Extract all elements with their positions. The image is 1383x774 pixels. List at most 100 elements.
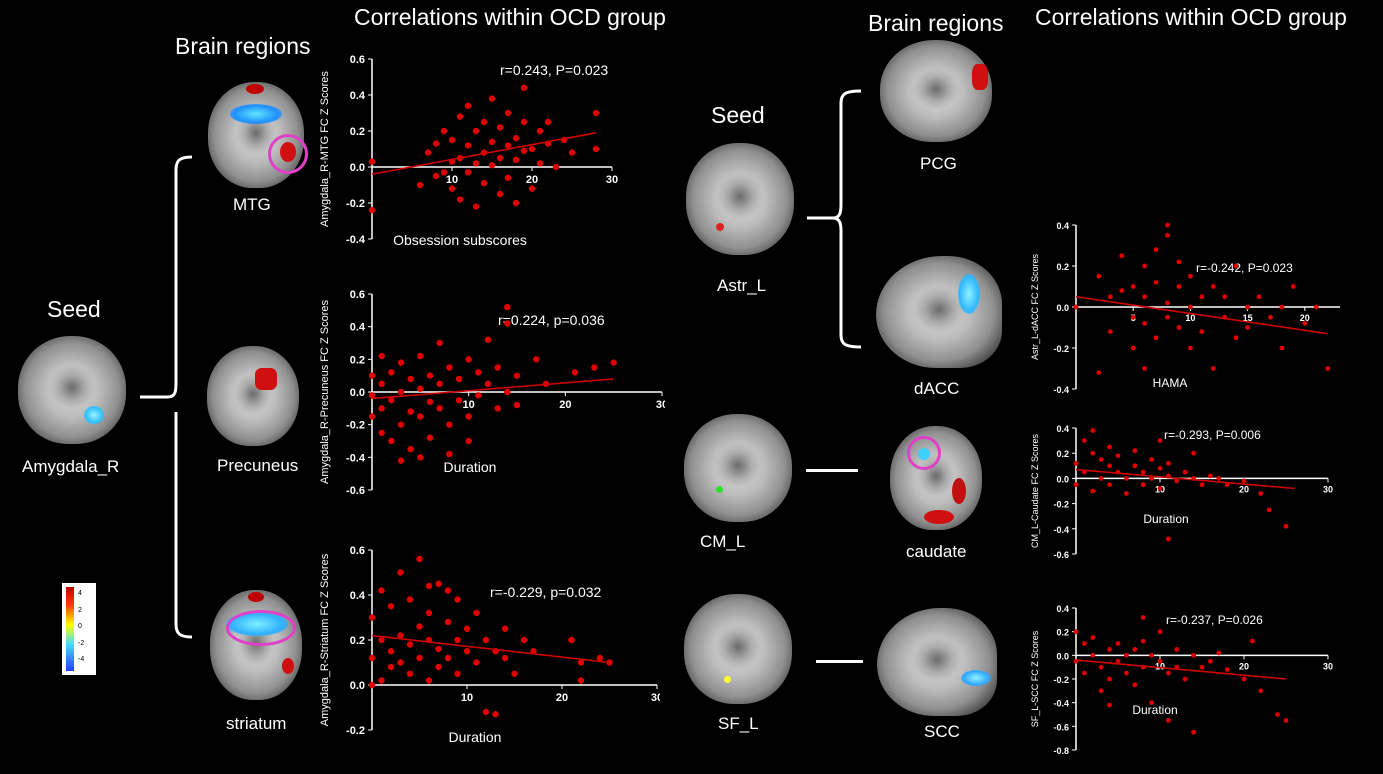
data-point — [464, 102, 472, 109]
data-point — [1082, 438, 1087, 443]
data-point — [1082, 670, 1087, 676]
data-point — [577, 677, 585, 684]
data-point — [480, 180, 488, 187]
data-point — [407, 375, 414, 383]
data-point — [513, 401, 521, 409]
caudate-highlight-circle — [907, 436, 941, 470]
data-point — [425, 582, 433, 590]
y-axis-label: Amygdala_R-MTG FC Z Scores — [319, 71, 331, 227]
cm-connector-line — [806, 469, 858, 472]
data-point — [446, 421, 453, 428]
x-tick-label: 20 — [1239, 484, 1249, 494]
data-point — [1266, 507, 1272, 513]
y-tick-label: -0.6 — [1053, 550, 1069, 560]
data-point — [1073, 629, 1079, 635]
data-point — [1142, 263, 1148, 269]
data-point — [475, 392, 482, 399]
data-point — [1268, 314, 1273, 320]
y-tick-label: -0.4 — [1053, 385, 1069, 395]
dacc-brain-image — [876, 256, 1002, 368]
sf-seed-brain-image — [684, 594, 792, 704]
data-point — [426, 372, 434, 379]
region-label-caudate: caudate — [906, 542, 967, 561]
data-point — [1119, 253, 1125, 259]
data-point — [1124, 652, 1129, 658]
data-point — [378, 429, 385, 437]
data-point — [568, 149, 576, 156]
data-point — [1188, 273, 1193, 279]
x-tick-label: 10 — [1185, 313, 1195, 323]
data-point — [1153, 335, 1159, 341]
data-point — [425, 609, 433, 617]
data-point — [436, 339, 443, 347]
data-point — [1115, 453, 1121, 459]
data-point — [484, 336, 492, 343]
data-point — [368, 681, 376, 689]
y-tick-label: 0.0 — [350, 162, 365, 174]
x-tick-label: 30 — [651, 692, 660, 704]
y-tick-label: 0.0 — [1056, 303, 1069, 313]
data-point — [1283, 718, 1289, 723]
data-point — [1258, 491, 1264, 496]
data-point — [577, 659, 585, 666]
data-point — [512, 135, 520, 142]
data-point — [378, 587, 385, 594]
colorbar-tick: -4 — [78, 656, 85, 663]
data-point — [435, 663, 442, 671]
data-point — [444, 654, 452, 662]
data-point — [536, 160, 544, 167]
data-point — [417, 413, 424, 420]
correlation-annotation: r=0.224, p=0.036 — [498, 312, 605, 328]
data-point — [1233, 335, 1239, 341]
data-point — [1176, 259, 1182, 265]
data-point — [435, 580, 442, 587]
data-point — [1313, 304, 1319, 310]
y-tick-label: 0.4 — [1056, 424, 1069, 434]
data-point — [1149, 700, 1154, 706]
data-point — [504, 388, 511, 396]
data-point — [387, 663, 395, 671]
data-point — [1222, 294, 1228, 300]
data-point — [444, 618, 452, 626]
data-point — [378, 677, 385, 684]
data-point — [387, 603, 395, 610]
region-label-pcg: PCG — [920, 154, 957, 173]
data-point — [1124, 670, 1129, 676]
data-point — [533, 356, 540, 363]
data-point — [1208, 658, 1213, 664]
data-point — [1140, 469, 1146, 475]
data-point — [1216, 650, 1222, 656]
data-point — [407, 408, 414, 415]
data-point — [455, 375, 463, 383]
y-tick-label: 0.2 — [1056, 628, 1069, 638]
data-point — [511, 670, 518, 677]
y-tick-label: -0.2 — [1053, 500, 1069, 510]
data-point — [528, 145, 536, 153]
data-point — [1166, 460, 1171, 466]
data-point — [596, 654, 604, 662]
data-point — [406, 670, 414, 677]
x-tick-label: 20 — [559, 399, 571, 411]
x-axis-label: Duration — [1143, 512, 1188, 526]
mtg-correlation-chart: -0.4 -0.2 0.0 0.2 0.4 0.6 10 20 30 Amygdala_R-MTG… — [319, 54, 618, 248]
data-point — [1241, 478, 1247, 484]
data-point — [494, 364, 501, 371]
data-point — [472, 160, 480, 167]
data-point — [1174, 478, 1180, 484]
y-tick-label: -0.2 — [1053, 675, 1069, 685]
dacc-correlation-chart: -0.4-0.20.00.20.4510152025Astr_L-dACC FC… — [1030, 221, 1340, 395]
scc-correlation-chart: -0.8 -0.6 -0.4 -0.2 0.0 0.2 0.4 10 20 30 SF_L-SCC … — [1030, 604, 1333, 756]
precuneus-brain-image — [207, 346, 299, 446]
data-point — [397, 632, 404, 639]
data-point — [417, 385, 424, 392]
data-point — [1107, 702, 1112, 708]
x-tick-label: 30 — [606, 174, 618, 186]
data-point — [530, 648, 537, 655]
y-tick-label: 0.4 — [350, 90, 366, 102]
data-point — [1130, 284, 1136, 289]
y-tick-label: -0.2 — [346, 420, 365, 432]
y-axis-label: Amygdala_R-Precuneus FC Z Scores — [319, 299, 331, 484]
data-point — [407, 445, 414, 453]
colorbar-gradient — [66, 587, 74, 671]
data-point — [1166, 718, 1171, 723]
